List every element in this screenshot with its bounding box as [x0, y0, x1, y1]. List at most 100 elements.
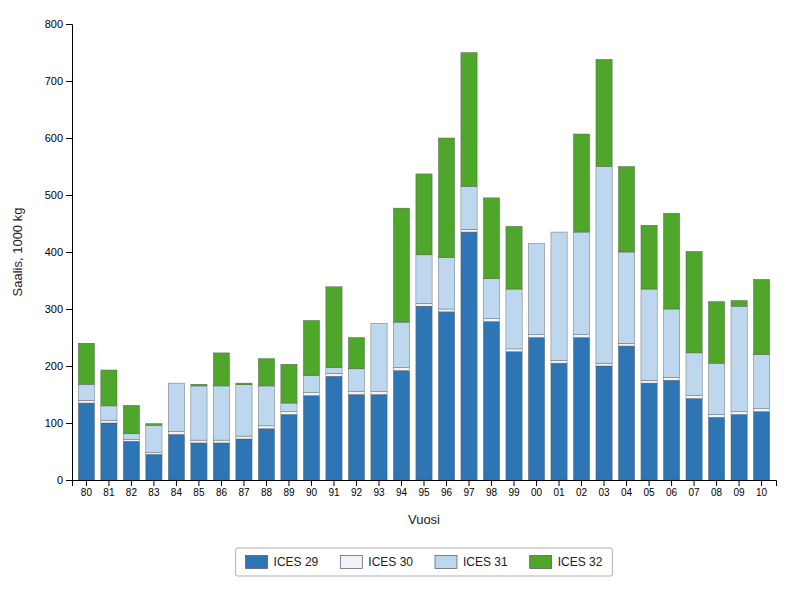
bar-segment [281, 364, 297, 403]
bar-segment [461, 53, 477, 187]
bar-segment [281, 412, 297, 415]
bar-segment [438, 258, 454, 309]
x-tick-mark [559, 480, 560, 486]
x-tick: 97 [463, 480, 475, 498]
x-tick-mark [514, 480, 515, 486]
bar-segment [506, 226, 522, 289]
x-tick: 81 [103, 480, 115, 498]
x-tick: 03 [598, 480, 610, 498]
legend-swatch [435, 556, 457, 569]
bar-segment [101, 423, 117, 480]
y-tick: 600 [45, 132, 72, 144]
bar-segment [236, 439, 252, 480]
x-tick-mark [626, 480, 627, 486]
y-tick: 100 [45, 417, 72, 429]
x-tick-label: 93 [373, 487, 385, 498]
bar-segment [483, 319, 499, 322]
y-tick-label: 100 [45, 417, 63, 429]
bar-segment [641, 289, 657, 380]
bar-segment [191, 440, 207, 443]
bar-segment [348, 338, 364, 369]
chart: 0100200300400500600700800808182838485868… [0, 0, 800, 600]
bar-segment [348, 395, 364, 481]
x-tick-mark [401, 480, 402, 486]
x-tick-label: 01 [553, 487, 565, 498]
y-tick-mark [66, 252, 72, 253]
x-tick-mark [378, 480, 379, 486]
legend-label: ICES 32 [558, 555, 603, 569]
legend-label: ICES 29 [274, 555, 319, 569]
bar-segment [618, 346, 634, 480]
x-axis: 8081828384858687888990919293949596979899… [73, 480, 777, 498]
x-tick: 86 [216, 480, 228, 498]
bar-segment [641, 383, 657, 480]
bar-segment [191, 384, 207, 386]
x-tick-label: 87 [238, 487, 250, 498]
bar-segment [393, 371, 409, 480]
bar-segment [146, 453, 162, 455]
y-axis-line [66, 25, 73, 481]
x-tick-label: 96 [441, 487, 453, 498]
bar-segment [573, 335, 589, 338]
x-tick-label: 88 [261, 487, 273, 498]
y-tick: 200 [45, 360, 72, 372]
x-tick-label: 08 [711, 487, 723, 498]
bar-segment [168, 434, 184, 480]
x-tick-mark [333, 480, 334, 486]
legend: ICES 29 ICES 30 ICES 31 ICES 32 [236, 548, 613, 576]
bar-segment [146, 454, 162, 480]
x-tick-mark [469, 480, 470, 486]
bar-segment [528, 335, 544, 338]
x-tick: 89 [283, 480, 295, 498]
x-tick-mark [86, 480, 87, 486]
bar-segment [483, 322, 499, 480]
bar-segment [416, 306, 432, 480]
x-tick-mark [198, 480, 199, 486]
series-2 [78, 167, 769, 453]
y-tick-mark [66, 309, 72, 310]
x-tick-mark [424, 480, 425, 486]
y-tick: 500 [45, 189, 72, 201]
bar-segment [686, 251, 702, 352]
x-tick: 02 [576, 480, 588, 498]
bar-segment [573, 232, 589, 335]
bar-segment [528, 338, 544, 481]
legend-label: ICES 31 [463, 555, 508, 569]
bar-segment [78, 403, 94, 480]
bar-segment [708, 414, 724, 417]
y-axis: 0100200300400500600700800 [45, 18, 73, 486]
x-tick: 09 [734, 480, 746, 498]
x-tick: 04 [621, 480, 633, 498]
bar-segment [731, 300, 747, 306]
x-tick: 96 [441, 480, 453, 498]
y-tick-mark [66, 423, 72, 424]
x-tick-label: 06 [666, 487, 678, 498]
bar-segment [393, 322, 409, 368]
bar-segment [101, 370, 117, 406]
x-tick: 92 [351, 480, 363, 498]
x-tick-mark [288, 480, 289, 486]
bar-segment [438, 312, 454, 480]
legend-item: ICES 30 [340, 555, 413, 569]
x-tick: 93 [373, 480, 385, 498]
legend-label: ICES 30 [368, 555, 413, 569]
bar-segment [146, 425, 162, 452]
x-tick-mark [649, 480, 650, 486]
x-tick: 98 [486, 480, 498, 498]
bar-segment [596, 366, 612, 480]
x-tick: 05 [644, 480, 656, 498]
x-tick-label: 86 [216, 487, 228, 498]
x-tick: 10 [756, 480, 768, 498]
bar-segment [258, 386, 274, 426]
bar-segment [168, 432, 184, 435]
bar-segment [101, 420, 117, 423]
legend-item: ICES 29 [246, 555, 319, 569]
bar-segment [281, 414, 297, 480]
bar-segment [618, 252, 634, 343]
x-tick-mark [311, 480, 312, 486]
bar-segment [641, 225, 657, 289]
y-tick-label: 200 [45, 360, 63, 372]
x-tick-label: 81 [103, 487, 115, 498]
bar-segment [753, 412, 769, 480]
bar-segment [483, 279, 499, 319]
